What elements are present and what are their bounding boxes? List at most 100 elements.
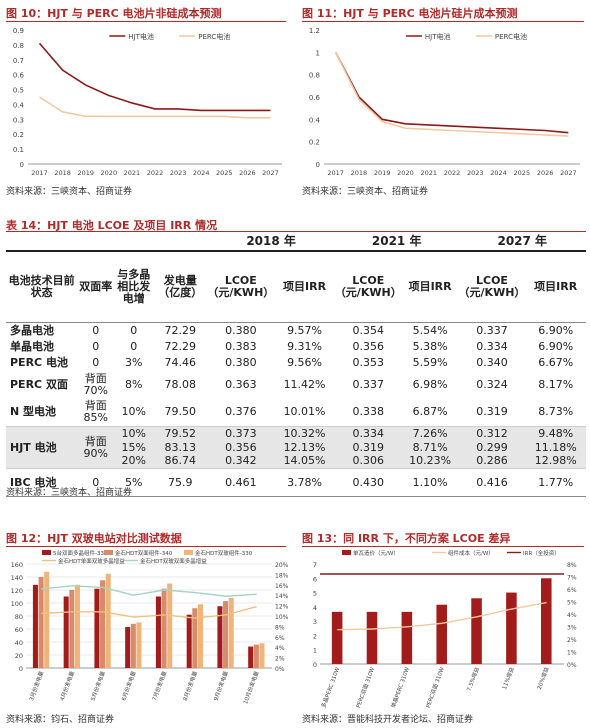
lcoe18-cell: 0.376	[225, 405, 257, 419]
tech-cell: 单晶电池	[10, 339, 54, 353]
y-tick-label: 5	[313, 590, 317, 598]
series-line-hjt	[334, 51, 569, 134]
table-row: N 型电池 背面85% 10% 79.50 0.376 10.01% 0.338 6.87% 0…	[6, 399, 586, 427]
x-tick-label: 2023	[467, 169, 484, 177]
fig12-title-rule	[6, 546, 286, 547]
y2-tick-label: 16%	[275, 583, 289, 590]
x-category-label: 3月份发电量	[27, 669, 45, 701]
y-tick-label: 4	[313, 604, 317, 612]
bar	[248, 646, 254, 668]
x-tick-label: 2019	[374, 169, 391, 177]
y-tick-label: 1	[313, 647, 317, 655]
x-category-label: 20%增益	[535, 665, 551, 690]
col-header-gain: 与多晶相比发电增	[114, 251, 154, 323]
year-2018-header: 2018 年	[207, 232, 335, 252]
bar	[105, 573, 111, 668]
lcoe18-cell: 0.380	[225, 323, 257, 337]
x-category-label: 6月份发电量	[119, 669, 137, 701]
lcoe18-cell: 0.342	[207, 454, 275, 469]
y-tick-label: 0.4	[13, 101, 25, 109]
series-line-perc	[39, 96, 271, 119]
col-header-irr-2021: 项目IRR	[401, 251, 459, 323]
irr27-cell: 1.77%	[525, 468, 586, 497]
y2-tick-label: 6%	[567, 587, 577, 594]
y-tick-label: 1	[316, 49, 320, 57]
fig10-title: 图 10：HJT 与 PERC 电池片非硅成本预测	[6, 7, 222, 20]
irr21-cell: 5.38%	[412, 339, 448, 353]
bar	[401, 611, 413, 664]
x-tick-label: 2018	[351, 169, 368, 177]
fig13-title: 图 13：同 IRR 下，不同方案 LCOE 差异	[302, 532, 511, 545]
y2-tick-label: 8%	[567, 562, 577, 569]
lcoe21-cell: 0.319	[334, 440, 402, 455]
irr21-cell: 7.26%	[401, 426, 459, 441]
irr27-cell: 6.90%	[538, 339, 574, 353]
legend-label: 金石HDT双玻双面多晶增益	[140, 557, 207, 565]
table-row: PERC 双面 背面70% 8% 78.08 0.363 11.42% 0.337 6.98%…	[6, 371, 586, 399]
lcoe18-cell: 0.363	[225, 377, 257, 391]
irr21-cell: 1.10%	[401, 468, 459, 497]
lcoe18-cell: 0.356	[207, 440, 275, 455]
y2-tick-label: 14%	[275, 593, 289, 600]
bar	[253, 644, 259, 668]
bifacial-cell: 0	[92, 339, 100, 353]
y-tick-label: 0.2	[13, 131, 24, 139]
y-tick-label: 80	[15, 613, 23, 621]
col-header-generation: 发电量（亿度）	[153, 251, 208, 323]
gain-cell: 5%	[114, 468, 154, 497]
legend-label: 5台双面多晶组件-330	[53, 549, 108, 557]
x-tick-label: 2019	[77, 169, 94, 177]
x-category-label: 单晶PERC 310W	[389, 665, 411, 708]
legend-label: 金石HDT双玻组件-330	[195, 549, 253, 557]
col-header-irr-2027: 项目IRR	[525, 251, 586, 323]
irr21-cell: 6.98%	[412, 377, 448, 391]
y-tick-label: 0.9	[13, 27, 24, 35]
x-tick-label: 2023	[170, 169, 187, 177]
irr27-cell: 11.18%	[525, 440, 586, 455]
y2-tick-label: 5%	[567, 600, 577, 607]
x-tick-label: 2027	[262, 169, 279, 177]
gain-cell: 10%	[114, 426, 154, 441]
gain-cell: 20%	[114, 454, 154, 469]
legend-label: HJT电池	[128, 32, 154, 41]
bar	[228, 597, 234, 668]
irr27-cell: 12.98%	[525, 454, 586, 469]
lcoe27-cell: 0.334	[476, 339, 508, 353]
x-tick-label: 2024	[490, 169, 507, 177]
lcoe27-cell: 0.340	[476, 355, 508, 369]
overlay-line	[41, 585, 257, 597]
y-tick-label: 60	[15, 626, 23, 634]
gen-cell: 78.08	[164, 377, 197, 391]
gen-cell: 75.9	[153, 468, 208, 497]
legend-label: 单瓦造价（元/W）	[353, 549, 399, 557]
lcoe21-cell: 0.306	[334, 454, 402, 469]
x-category-label: 单晶PERC双面 310W	[420, 665, 446, 708]
y-tick-label: 40	[15, 639, 23, 647]
x-tick-label: 2022	[444, 169, 461, 177]
series-line-perc	[334, 51, 569, 137]
legend-label: PERC电池	[495, 32, 527, 41]
table-row: 单晶电池 0 0 72.29 0.383 9.31% 0.356 5.38% 0.334 6.90…	[6, 339, 586, 355]
y-tick-label: 100	[11, 600, 23, 608]
irr21-cell: 6.87%	[412, 405, 448, 419]
bar	[94, 588, 100, 668]
y-tick-label: 3	[313, 618, 317, 626]
irr18-cell: 12.13%	[274, 440, 335, 455]
gain-cell: 10%	[121, 405, 146, 419]
overlay-line	[337, 601, 547, 631]
y-tick-label: 0.4	[309, 116, 321, 124]
x-category-label: 多晶PERC双面 310W	[350, 665, 376, 708]
y2-tick-label: 4%	[275, 645, 285, 652]
bar	[69, 590, 75, 668]
y-tick-label: 0.8	[309, 72, 320, 80]
bar	[161, 588, 167, 668]
lcoe21-cell: 0.338	[352, 405, 385, 419]
y-tick-label: 0.8	[13, 42, 24, 50]
x-tick-label: 2017	[31, 169, 48, 177]
gen-cell: 83.13	[153, 440, 208, 455]
lcoe-irr-table: 2018 年 2021 年 2027 年 电池技术目前状态 双面率 与多晶相比发…	[6, 232, 586, 497]
irr18-cell: 3.78%	[274, 468, 335, 497]
bar	[223, 601, 229, 668]
bifacial-cell: 0	[92, 323, 100, 337]
y2-tick-label: 18%	[275, 572, 289, 579]
